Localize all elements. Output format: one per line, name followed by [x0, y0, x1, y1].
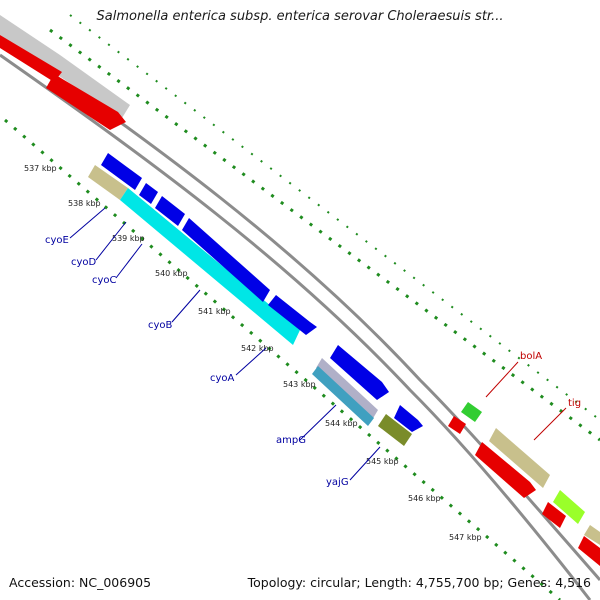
tick-label: 546 kbp	[408, 494, 441, 503]
gene-label-cyoE: cyoE	[45, 235, 69, 246]
tick-label: 543 kbp	[283, 380, 316, 389]
gene-tig-khaki	[489, 428, 550, 488]
gene-ampG-gray	[316, 358, 378, 420]
gene-gray-top	[0, 15, 130, 118]
tick-label: 547 kbp	[449, 533, 482, 542]
gene-blue-4	[182, 218, 270, 302]
gene-cyan-main	[120, 188, 300, 345]
gene-red-top-a	[0, 35, 62, 82]
tick-label: 541 kbp	[198, 307, 231, 316]
gene-label-cyoA: cyoA	[210, 373, 235, 384]
gc-track-inner	[4, 118, 561, 600]
gene-label-bolA: bolA	[520, 351, 542, 362]
gene-red-top-b	[46, 74, 126, 130]
gene-red-tig	[475, 442, 536, 498]
gene-blue-2	[139, 183, 158, 204]
gene-ampG-cyan	[312, 366, 374, 426]
genome-summary-text: Topology: circular; Length: 4,755,700 bp…	[247, 575, 591, 590]
gene-lime	[553, 490, 585, 524]
gene-red-right-b	[578, 536, 600, 566]
gene-yajG-olive	[378, 414, 412, 446]
gene-red-bolA	[448, 416, 466, 434]
gene-label-cyoB: cyoB	[148, 320, 173, 331]
leader-cyoB	[171, 289, 201, 323]
gene-label-yajG: yajG	[326, 477, 349, 488]
gene-blue-6	[330, 345, 389, 400]
gene-label-ampG: ampG	[276, 435, 306, 446]
gene-blue-3	[155, 196, 185, 226]
genome-title: Salmonella enterica subsp. enterica sero…	[96, 9, 504, 24]
leader-cyoD	[95, 221, 127, 261]
leader-cyoC	[115, 243, 143, 279]
tick-label: 540 kbp	[155, 269, 188, 278]
gene-label-cyoC: cyoC	[92, 275, 117, 286]
leader-bolA	[485, 361, 519, 398]
leader-tig	[533, 407, 567, 441]
tick-label: 544 kbp	[325, 419, 358, 428]
backbone-inner	[0, 53, 592, 600]
gene-blue-7	[394, 405, 423, 432]
accession-text: Accession: NC_006905	[9, 575, 152, 590]
gene-blue-5	[268, 295, 317, 335]
tick-label: 539 kbp	[112, 234, 145, 243]
gene-cyoE-khaki	[88, 165, 128, 200]
gene-label-cyoD: cyoD	[71, 257, 97, 268]
leader-cyoA	[235, 347, 267, 376]
gene-red-right-a	[542, 502, 566, 528]
tick-label: 538 kbp	[68, 199, 101, 208]
leader-ampG	[299, 404, 337, 441]
gene-blue-1	[101, 153, 142, 190]
gene-bolA-green	[461, 402, 482, 422]
tick-label: 545 kbp	[366, 457, 399, 466]
gene-label-tig: tig	[568, 398, 581, 409]
leader-yajG	[349, 446, 381, 481]
gene-khaki-right	[584, 525, 600, 545]
tick-label: 537 kbp	[24, 164, 57, 173]
tick-label: 542 kbp	[241, 344, 274, 353]
leader-cyoE	[69, 207, 106, 239]
